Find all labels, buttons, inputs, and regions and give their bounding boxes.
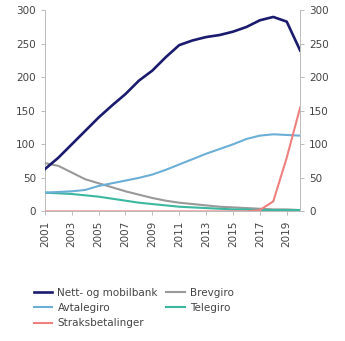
Legend: Nett- og mobilbank, Avtalegiro, Straksbetalinger, Brevgiro, Telegiro: Nett- og mobilbank, Avtalegiro, Straksbe… [29, 284, 238, 332]
